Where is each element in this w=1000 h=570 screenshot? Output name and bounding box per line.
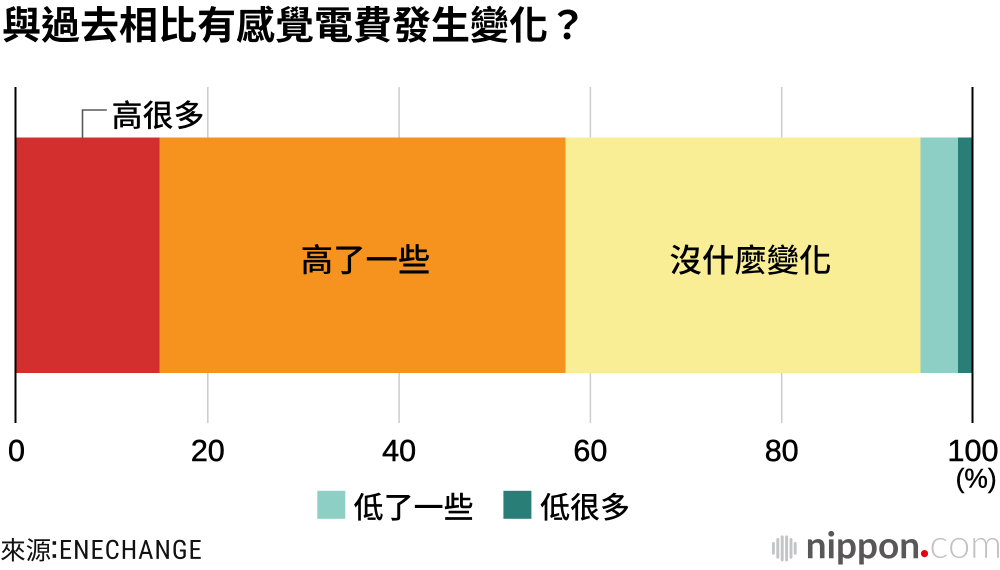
svg-text:80: 80 bbox=[765, 434, 799, 468]
svg-text:100: 100 bbox=[948, 434, 999, 468]
svg-text:(%): (%) bbox=[956, 464, 997, 494]
svg-text:40: 40 bbox=[382, 434, 416, 468]
svg-text:20: 20 bbox=[191, 434, 225, 468]
svg-text:0: 0 bbox=[8, 434, 25, 468]
svg-text:60: 60 bbox=[573, 434, 607, 468]
